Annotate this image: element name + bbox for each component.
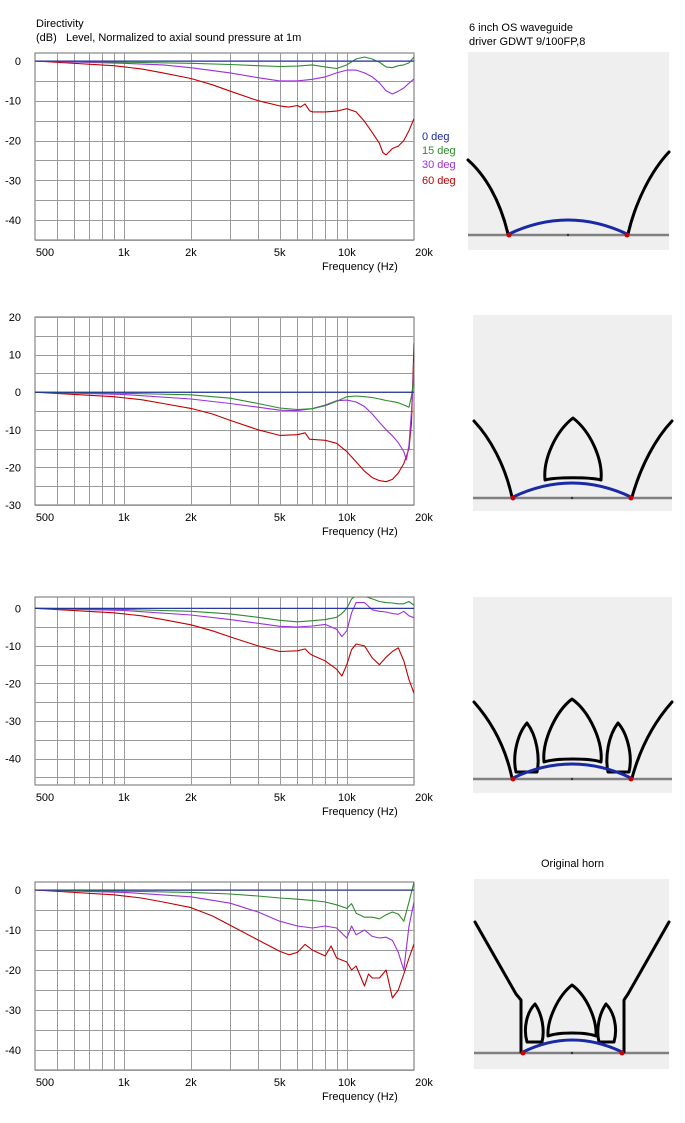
y-tick-label: -10	[5, 641, 21, 653]
chart-subtitle: (dB) Level, Normalized to axial sound pr…	[36, 32, 301, 44]
series-line-9b30d9	[35, 889, 414, 971]
y-tick-label: -20	[5, 462, 21, 474]
y-tick-label: -10	[5, 96, 21, 108]
waveguide-diagram-4	[473, 879, 671, 1069]
x-tick-label: 20k	[415, 792, 433, 804]
y-tick-label: -30	[5, 716, 21, 728]
x-axis-label: Frequency (Hz)	[322, 526, 398, 538]
x-tick-label: 10k	[338, 792, 356, 804]
x-axis-label: Frequency (Hz)	[322, 261, 398, 273]
series-group	[35, 56, 414, 156]
series-line-60-deg	[35, 60, 414, 156]
plot-area	[34, 52, 415, 241]
x-tick-label: 500	[36, 247, 54, 259]
y-tick-label: 20	[9, 312, 21, 324]
chart-3: 0 -10 -20 -30 -40 500 1k 2k 5k 10k 20k Frequency (H…	[5, 596, 433, 818]
legend: 0 deg 15 deg 30 deg 60 deg	[422, 131, 456, 187]
chart-2: 20 10 0 -10 -20 -30 500 1k 2k 5k 10k 20k Frequency (…	[5, 312, 433, 538]
x-axis-label: Frequency (Hz)	[322, 1091, 398, 1103]
y-tick-label: -10	[5, 925, 21, 937]
x-axis-label: Frequency (Hz)	[322, 806, 398, 818]
chart-title: Directivity	[36, 18, 84, 30]
series-line-2e8b2e	[35, 377, 414, 411]
y-tick-label: 0	[15, 56, 21, 68]
x-tick-label: 5k	[274, 1077, 286, 1089]
legend-30-deg: 30 deg	[422, 159, 456, 171]
y-tick-label: -30	[5, 500, 21, 512]
series-group	[35, 597, 414, 694]
x-tick-label: 10k	[338, 512, 356, 524]
x-tick-label: 1k	[118, 792, 130, 804]
plot-area	[34, 881, 415, 1071]
series-line-15-deg	[35, 56, 414, 70]
series-group	[35, 343, 414, 483]
legend-0-deg: 0 deg	[422, 131, 450, 143]
waveguide-diagram-1	[466, 52, 671, 250]
y-tick-label: 10	[9, 350, 21, 362]
y-tick-label: 0	[15, 387, 21, 399]
y-tick-label: 0	[15, 603, 21, 615]
x-tick-label: 1k	[118, 512, 130, 524]
x-tick-label: 500	[36, 792, 54, 804]
x-tick-label: 1k	[118, 247, 130, 259]
series-line-30-deg	[35, 60, 414, 95]
x-tick-label: 20k	[415, 247, 433, 259]
series-line-c00000	[35, 889, 414, 999]
y-tick-label: -20	[5, 136, 21, 148]
x-tick-label: 2k	[185, 1077, 197, 1089]
legend-15-deg: 15 deg	[422, 145, 456, 157]
series-line-c00000	[35, 607, 414, 694]
x-tick-label: 10k	[338, 1077, 356, 1089]
series-line-9b30d9	[35, 362, 414, 461]
x-tick-label: 20k	[415, 1077, 433, 1089]
y-tick-label: -40	[5, 1045, 21, 1057]
waveguide-diagram-3	[472, 597, 674, 793]
x-tick-label: 500	[36, 512, 54, 524]
x-tick-label: 20k	[415, 512, 433, 524]
plot-area	[34, 596, 415, 786]
waveguide-diagram-2	[472, 315, 674, 511]
x-tick-label: 1k	[118, 1077, 130, 1089]
y-tick-label: -10	[5, 425, 21, 437]
series-group	[35, 882, 414, 999]
y-tick-label: -40	[5, 215, 21, 227]
chart-1: 0 -10 -20 -30 -40 500 1k 2k 5k 10k 20k Frequency (H…	[5, 52, 433, 273]
y-tick-label: 0	[15, 885, 21, 897]
diagram-title-line1: 6 inch OS waveguide	[469, 22, 573, 34]
x-tick-label: 10k	[338, 247, 356, 259]
legend-60-deg: 60 deg	[422, 175, 456, 187]
chart-4: 0 -10 -20 -30 -40 500 1k 2k 5k 10k 20k Frequency (H…	[5, 881, 433, 1103]
x-tick-label: 2k	[185, 247, 197, 259]
series-line-2e8b2e	[35, 882, 414, 922]
y-tick-label: -30	[5, 175, 21, 187]
diagram-title-line2: driver GDWT 9/100FP,8	[469, 36, 585, 48]
series-line-c00000	[35, 343, 414, 483]
y-tick-label: -40	[5, 754, 21, 766]
y-tick-label: -20	[5, 965, 21, 977]
diagram-caption-original-horn: Original horn	[541, 858, 604, 870]
x-tick-label: 2k	[185, 792, 197, 804]
series-line-9b30d9	[35, 602, 414, 638]
y-tick-label: -30	[5, 1005, 21, 1017]
y-tick-label: -20	[5, 678, 21, 690]
x-tick-label: 500	[36, 1077, 54, 1089]
x-tick-label: 5k	[274, 792, 286, 804]
x-tick-label: 5k	[274, 512, 286, 524]
x-tick-label: 5k	[274, 247, 286, 259]
x-tick-label: 2k	[185, 512, 197, 524]
